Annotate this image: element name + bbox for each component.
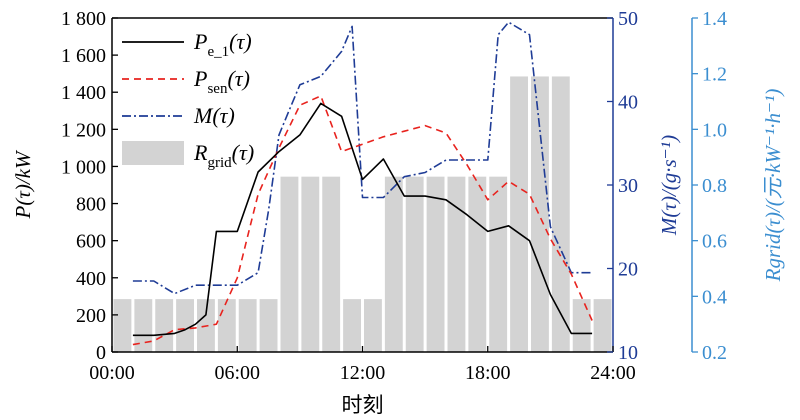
y-right-tick-label: 50 xyxy=(618,8,638,30)
x-tick-label: 18:00 xyxy=(465,362,511,384)
rgrid-bar xyxy=(572,299,591,352)
rgrid-bar xyxy=(134,299,153,352)
y-left-tick-label: 1 000 xyxy=(61,156,106,178)
legend-symbol-r-grid xyxy=(122,141,184,165)
rgrid-bar xyxy=(259,299,278,352)
rgrid-bar xyxy=(155,299,174,352)
y-far-right-tick-label: 1.4 xyxy=(702,8,727,30)
x-tick-label: 06:00 xyxy=(214,362,260,384)
legend-label-p-e1: Pe_1(τ) xyxy=(193,29,252,60)
x-axis-title: 时刻 xyxy=(342,393,384,417)
y-far-right-tick-label: 1.0 xyxy=(702,119,727,141)
y-left-tick-label: 200 xyxy=(76,305,106,327)
y-right-tick-label: 40 xyxy=(618,92,638,114)
y-right-tick-label: 20 xyxy=(618,259,638,281)
rgrid-bar xyxy=(217,299,236,352)
rgrid-bar xyxy=(593,299,612,352)
rgrid-bar xyxy=(384,176,403,352)
series-line-p-e1 xyxy=(132,102,593,337)
y-left-tick-label: 400 xyxy=(76,268,106,290)
rgrid-bar xyxy=(468,176,487,352)
series-lines xyxy=(132,21,593,346)
y-right-tick-label: 10 xyxy=(618,342,638,364)
legend-label-r-grid: Rgrid(τ) xyxy=(193,140,254,171)
y-far-right-tick-label: 0.6 xyxy=(702,231,727,253)
y-far-right-tick-label: 0.4 xyxy=(702,286,727,308)
legend-label-p-sen: Psen(τ) xyxy=(193,66,250,97)
y-far-right-axis-title: Rgrid(τ)/(元·kW⁻¹·h⁻¹) xyxy=(761,89,785,283)
rgrid-bar xyxy=(238,299,257,352)
y-left-tick-label: 1 600 xyxy=(61,45,106,67)
x-tick-label: 00:00 xyxy=(89,362,135,384)
rgrid-bar xyxy=(280,176,299,352)
y-far-right-tick-label: 0.8 xyxy=(702,175,727,197)
rgrid-bar xyxy=(364,299,382,352)
rgrid-bar xyxy=(531,76,549,352)
x-tick-label: 24:00 xyxy=(590,362,636,384)
rgrid-bar xyxy=(113,299,132,352)
rgrid-bars xyxy=(113,76,612,352)
rgrid-bar xyxy=(343,299,361,352)
y-left-tick-label: 600 xyxy=(76,231,106,253)
y-right-axis-title: M(τ)/(g·s⁻¹) xyxy=(657,135,681,236)
rgrid-bar xyxy=(176,299,194,352)
rgrid-bar xyxy=(301,176,320,352)
y-left-tick-label: 1 200 xyxy=(61,119,106,141)
rgrid-bar xyxy=(426,176,445,352)
rgrid-bar xyxy=(447,176,466,352)
axes: 0 200 400 600 800 1 000 1 200 1 400 1 600 1 800 00… xyxy=(11,8,785,417)
series-line-p-sen xyxy=(132,95,593,346)
series-line-m xyxy=(132,21,593,295)
y-far-right-tick-label: 0.2 xyxy=(702,342,727,364)
rgrid-bar xyxy=(510,76,528,352)
x-tick-label: 12:00 xyxy=(340,362,386,384)
y-far-right-tick-label: 1.2 xyxy=(702,64,727,86)
rgrid-bar xyxy=(322,176,341,352)
rgrid-bar xyxy=(489,176,508,352)
rgrid-bar xyxy=(405,176,424,352)
y-left-tick-label: 800 xyxy=(76,194,106,216)
legend: Pe_1(τ) Psen(τ) M(τ) Rgrid(τ) xyxy=(122,29,254,171)
y-left-axis-title: P(τ)/kW xyxy=(11,149,35,219)
y-left-tick-label: 0 xyxy=(96,342,106,364)
y-left-tick-label: 1 800 xyxy=(61,8,106,30)
legend-label-m: M(τ) xyxy=(193,103,235,128)
rgrid-bar xyxy=(551,76,570,352)
y-right-tick-label: 30 xyxy=(618,175,638,197)
y-left-tick-label: 1 400 xyxy=(61,82,106,104)
